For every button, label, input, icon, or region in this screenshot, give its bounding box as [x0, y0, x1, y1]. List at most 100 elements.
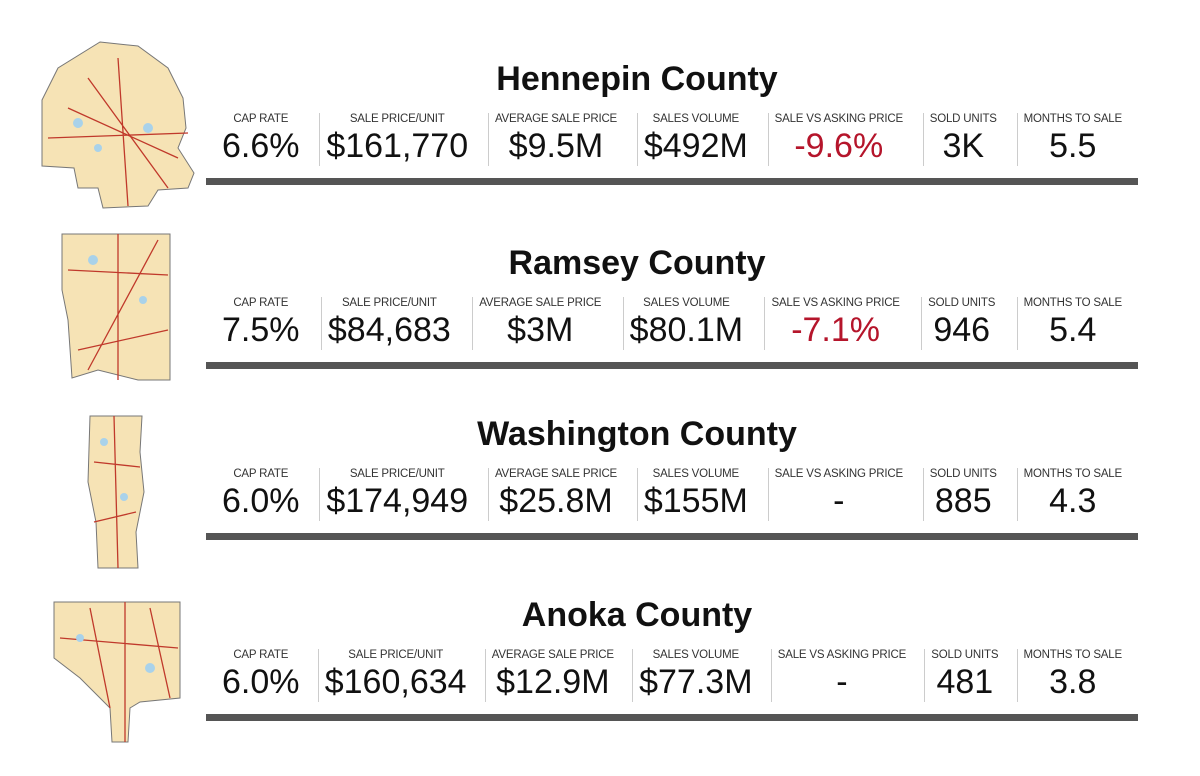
stat-label: SALE PRICE/UNIT: [349, 468, 445, 480]
stat: SOLD UNITS 946: [921, 297, 1001, 350]
stat-label: AVERAGE SALE PRICE: [494, 468, 618, 480]
county-block: Washington County CAP RATE 6.0% SALE PRICE/…: [206, 415, 1138, 540]
stat-label: AVERAGE SALE PRICE: [479, 297, 602, 309]
stat: SALE VS ASKING PRICE -9.6%: [767, 113, 909, 166]
hennepin-map: [41, 41, 195, 209]
stat-label: SALE PRICE/UNIT: [348, 649, 444, 661]
stat-label: CAP RATE: [233, 113, 289, 125]
stat: AVERAGE SALE PRICE $25.8M: [487, 468, 623, 521]
stat-label: MONTHS TO SALE: [1023, 468, 1123, 480]
ramsey-map: [61, 233, 171, 381]
stat-label: MONTHS TO SALE: [1023, 113, 1123, 125]
stat-value: 885: [934, 482, 992, 520]
stat-value: 7.5%: [222, 311, 300, 349]
stat-value: 6.0%: [222, 663, 300, 701]
stats-row: CAP RATE 7.5% SALE PRICE/UNIT $84,683 AVERAG…: [206, 297, 1138, 350]
divider-bar: [206, 178, 1138, 185]
stat-label: SALE VS ASKING PRICE: [771, 297, 900, 309]
stat-label: SALE PRICE/UNIT: [349, 113, 445, 125]
stat-label: MONTHS TO SALE: [1023, 297, 1123, 309]
stat: SALES VOLUME $492M: [636, 113, 754, 166]
stat-value: -9.6%: [794, 127, 884, 165]
stat: MONTHS TO SALE 4.3: [1016, 468, 1128, 521]
county-block: Ramsey County CAP RATE 7.5% SALE PRICE/UNIT…: [206, 244, 1138, 369]
divider-bar: [206, 714, 1138, 721]
stat-value: 5.4: [1049, 311, 1097, 349]
stat-value: -: [833, 482, 845, 520]
stat-value: 6.0%: [222, 482, 300, 520]
stat-value: -: [836, 663, 848, 701]
stat: CAP RATE 7.5%: [216, 297, 306, 350]
county-block: Anoka County CAP RATE 6.0% SALE PRICE/UNIT $…: [206, 596, 1138, 721]
stat: SALE PRICE/UNIT $161,770: [319, 113, 474, 166]
stat-label: MONTHS TO SALE: [1023, 649, 1123, 661]
stat-value: $12.9M: [496, 663, 610, 701]
stat-label: CAP RATE: [233, 468, 289, 480]
stat-value: 6.6%: [222, 127, 300, 165]
stat-value: 5.5: [1049, 127, 1097, 165]
county-title: Washington County: [477, 415, 797, 453]
stat: AVERAGE SALE PRICE $3M: [472, 297, 607, 350]
stat-value: $25.8M: [499, 482, 613, 520]
county-title: Ramsey County: [508, 244, 766, 282]
stat: SALE PRICE/UNIT $174,949: [319, 468, 474, 521]
stat-label: CAP RATE: [233, 297, 289, 309]
stat-label: AVERAGE SALE PRICE: [491, 649, 614, 661]
stat: AVERAGE SALE PRICE $12.9M: [484, 649, 620, 702]
stat: SALE VS ASKING PRICE -: [767, 468, 909, 521]
stat-value: $84,683: [327, 311, 451, 349]
stats-row: CAP RATE 6.0% SALE PRICE/UNIT $160,634 AVERA…: [206, 649, 1138, 702]
stat: SALES VOLUME $77.3M: [632, 649, 758, 702]
stat-label: SALES VOLUME: [652, 468, 740, 480]
stat: SALE PRICE/UNIT $160,634: [317, 649, 473, 702]
stat: SOLD UNITS 3K: [922, 113, 1003, 166]
stat-value: $80.1M: [629, 311, 744, 349]
stat-label: SOLD UNITS: [931, 649, 999, 661]
stat-label: SALES VOLUME: [643, 297, 730, 309]
stat-label: SALE VS ASKING PRICE: [777, 649, 907, 661]
stat-value: $161,770: [326, 127, 469, 165]
stat-label: SALES VOLUME: [652, 113, 740, 125]
stat-value: 3.8: [1049, 663, 1097, 701]
stat: SALES VOLUME $155M: [636, 468, 754, 521]
stat-value: $9.5M: [508, 127, 604, 165]
stat-value: $492M: [643, 127, 748, 165]
stat: MONTHS TO SALE 5.5: [1016, 113, 1128, 166]
stat-label: CAP RATE: [233, 649, 289, 661]
stat-label: SALES VOLUME: [652, 649, 740, 661]
county-title: Hennepin County: [496, 60, 778, 98]
stat-value: 3K: [942, 127, 985, 165]
divider-bar: [206, 533, 1138, 540]
stat: SOLD UNITS 481: [924, 649, 1004, 702]
stat: MONTHS TO SALE 3.8: [1016, 649, 1128, 702]
stat-label: AVERAGE SALE PRICE: [494, 113, 618, 125]
stat-value: 481: [936, 663, 994, 701]
anoka-map: [53, 601, 181, 743]
stat-label: SOLD UNITS: [928, 297, 996, 309]
stat-value: $3M: [507, 311, 574, 349]
stat: AVERAGE SALE PRICE $9.5M: [487, 113, 623, 166]
stat: CAP RATE 6.6%: [216, 113, 306, 166]
stat-value: 4.3: [1049, 482, 1097, 520]
stat: SALES VOLUME $80.1M: [622, 297, 749, 350]
divider-bar: [206, 362, 1138, 369]
county-title: Anoka County: [521, 596, 753, 634]
county-block: Hennepin County CAP RATE 6.6% SALE PRICE/UN…: [206, 60, 1138, 185]
stat-value: 946: [933, 311, 991, 349]
stat: CAP RATE 6.0%: [216, 649, 306, 702]
stat: SALE PRICE/UNIT $84,683: [320, 297, 457, 350]
stat: SALE VS ASKING PRICE -7.1%: [764, 297, 905, 350]
stat-value: $77.3M: [639, 663, 753, 701]
stat-value: $174,949: [326, 482, 469, 520]
stat-label: SALE VS ASKING PRICE: [774, 468, 904, 480]
washington-map: [87, 415, 145, 569]
stat-label: SALE PRICE/UNIT: [341, 297, 437, 309]
stat: SOLD UNITS 885: [922, 468, 1003, 521]
stat-value: -7.1%: [791, 311, 881, 349]
stat-value: $155M: [643, 482, 748, 520]
stats-row: CAP RATE 6.6% SALE PRICE/UNIT $161,770 AVERA…: [206, 113, 1138, 166]
stat-label: SOLD UNITS: [929, 113, 997, 125]
stat: SALE VS ASKING PRICE -: [770, 649, 912, 702]
stat-label: SOLD UNITS: [929, 468, 997, 480]
